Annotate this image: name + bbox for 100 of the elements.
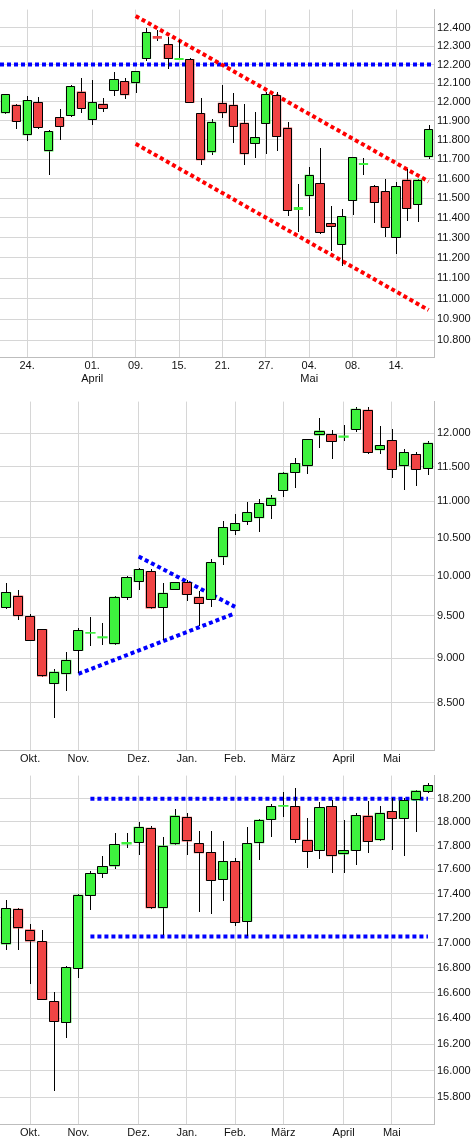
candlestick — [11, 103, 21, 130]
candlestick — [290, 457, 301, 489]
candlestick — [228, 92, 238, 144]
candlestick — [49, 991, 60, 1092]
y-tick-label: 11.900 — [437, 113, 470, 126]
y-tick-label: 18.000 — [437, 815, 471, 828]
y-tick-label: 9.500 — [437, 608, 465, 621]
x-tick-label: Dez. — [127, 751, 150, 764]
x-tick-label: Feb. — [224, 751, 247, 764]
candlestick — [157, 582, 168, 641]
candlestick — [386, 797, 397, 851]
x-tick-label: März — [271, 751, 296, 764]
candlestick — [12, 907, 24, 951]
y-tick-label: 11.700 — [437, 152, 470, 165]
candlestick — [12, 589, 24, 621]
candlestick — [25, 923, 36, 985]
x-tick-label: Jan. — [176, 1125, 198, 1138]
candlestick — [0, 582, 12, 610]
y-tick-label: 16.400 — [437, 1011, 471, 1024]
y-tick-label: 17.800 — [437, 838, 471, 851]
x-tick-label: Dez. — [127, 1125, 150, 1138]
candlestick — [61, 651, 72, 692]
candlestick — [131, 70, 141, 94]
y-tick-label: 12.400 — [437, 20, 471, 33]
y-tick-label: 12.200 — [437, 57, 471, 70]
candlestick — [0, 93, 11, 115]
y-tick-label: 11.000 — [437, 291, 470, 304]
candlestick — [398, 448, 409, 491]
y-tick-label: 11.200 — [437, 250, 470, 263]
x-tick-label: Jan. — [176, 751, 198, 764]
y-tick-label: 17.600 — [437, 862, 471, 875]
x-tick-label: April — [332, 1125, 355, 1138]
y-tick-label: 9.000 — [437, 651, 465, 664]
x-tick-label: 21. — [214, 358, 231, 371]
candlestick — [181, 579, 192, 602]
y-tick-label: 15.800 — [437, 1090, 471, 1103]
x-tick-label: Okt. — [20, 751, 41, 764]
x-tick-label: 24. — [19, 358, 35, 371]
candlestick — [254, 818, 265, 861]
y-tick-label: 11.000 — [437, 494, 470, 507]
y-tick-label: 16.600 — [437, 985, 471, 998]
y-tick-label: 11.300 — [437, 230, 470, 243]
y-tick-label: 10.500 — [437, 530, 471, 543]
candlestick — [374, 425, 385, 455]
candlestick — [85, 616, 96, 647]
candlestick — [266, 494, 277, 520]
x-tick-label: 04. Mai — [300, 358, 319, 384]
candlestick — [193, 590, 205, 627]
candlestick — [133, 821, 144, 856]
x-tick-label: Feb. — [224, 1125, 247, 1138]
x-tick-label: Okt. — [20, 1125, 41, 1138]
candlestick — [369, 184, 379, 224]
candlestick — [217, 840, 229, 902]
candlestick — [49, 668, 60, 719]
candlestick — [242, 501, 253, 526]
y-tick-label: 12.000 — [437, 94, 471, 107]
y-tick-label: 17.400 — [437, 886, 471, 899]
y-tick-label: 11.500 — [437, 459, 470, 472]
y-tick-label: 10.900 — [437, 312, 471, 325]
y-tick-label: 16.000 — [437, 1063, 471, 1076]
candlestick — [278, 471, 289, 498]
x-tick-label: 08. — [344, 358, 361, 371]
candlestick — [293, 183, 303, 233]
candlestick — [109, 832, 120, 870]
x-tick-label: März — [271, 1125, 296, 1138]
y-tick-label: 17.000 — [437, 935, 471, 948]
x-tick-label: 14. — [388, 358, 404, 371]
x-tick-label: Mai — [382, 1125, 401, 1138]
candlestick — [398, 797, 409, 857]
y-tick-label: 10.000 — [437, 568, 471, 581]
x-tick-label: 27. — [258, 358, 274, 371]
candlestick — [350, 406, 361, 433]
candlestick — [73, 627, 84, 674]
x-tick-label: Mai — [382, 751, 401, 764]
x-tick-label: April — [332, 751, 355, 764]
candlestick — [266, 803, 277, 838]
y-tick-label: 16.800 — [437, 960, 471, 973]
candlestick — [76, 77, 86, 114]
y-tick-label: 11.100 — [437, 271, 470, 284]
candlestick — [55, 108, 65, 141]
x-tick-label: 09. — [127, 358, 144, 371]
candlestick — [163, 36, 173, 70]
x-tick-label: Nov. — [67, 751, 90, 764]
y-tick-label: 16.200 — [437, 1037, 471, 1050]
x-tick-label: Nov. — [67, 1125, 90, 1138]
candlestick — [229, 513, 241, 536]
x-tick-label: 15. — [171, 358, 187, 371]
candlestick — [410, 451, 422, 487]
candlestick — [193, 830, 205, 913]
candlestick — [410, 789, 422, 833]
y-tick-label: 17.200 — [437, 910, 471, 923]
candlestick — [133, 567, 144, 591]
y-tick-label: 18.200 — [437, 791, 471, 804]
candlestick — [217, 84, 228, 119]
y-tick-label: 11.800 — [437, 132, 470, 145]
candlestick — [278, 791, 289, 818]
y-tick-label: 11.600 — [437, 171, 470, 184]
x-tick-label: 01. April — [81, 358, 104, 384]
y-tick-label: 12.100 — [437, 76, 471, 89]
y-tick-label: 10.800 — [437, 333, 471, 346]
